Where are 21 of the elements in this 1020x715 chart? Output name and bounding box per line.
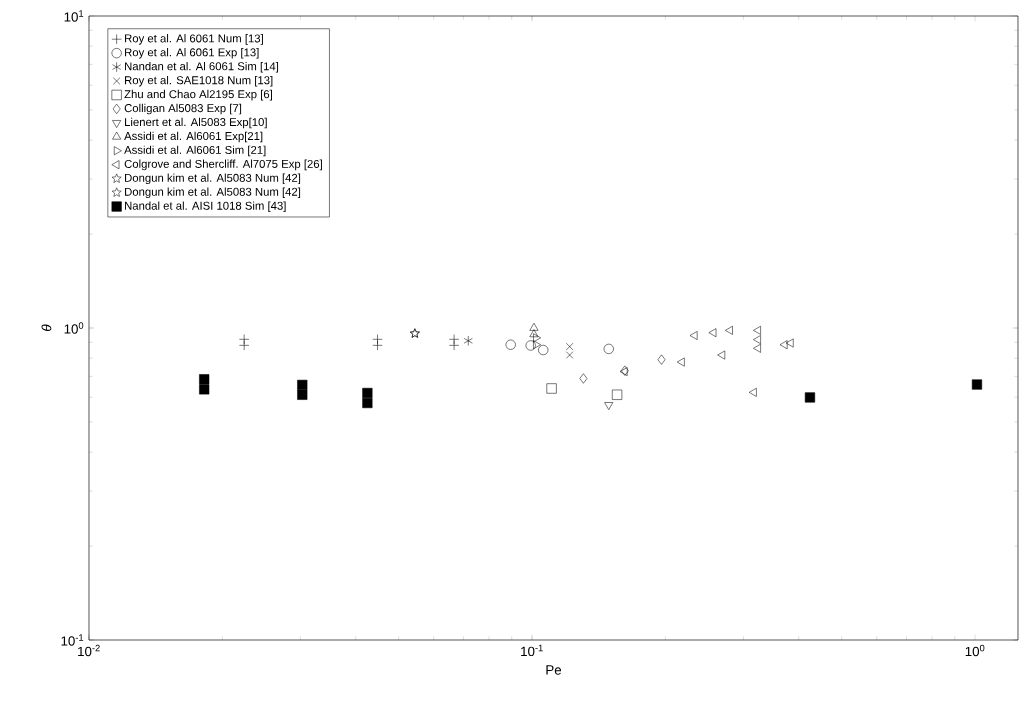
legend-label: Roy et al. Al 6061 Num [13]	[125, 34, 263, 45]
legend-label: Nandal et al. AISI 1018 Sim [43]	[125, 201, 286, 212]
x-axis-title: Pe	[546, 665, 562, 675]
legend-label: Colgrove and Shercliff. Al7075 Exp [26]	[124, 159, 322, 171]
y-tick-label: 10$^{1}$	[64, 10, 84, 22]
legend-label: Assidi et al. Al6061 Sim [21]	[124, 145, 266, 157]
x-tick-label: 10$^{-2}$	[78, 644, 100, 657]
legend-label: Nandan et al. Al 6061 Sim [14]	[125, 61, 279, 73]
x-tick-label: 10$^{0}$	[965, 644, 985, 657]
y-tick-label: 10$^{-1}$	[61, 634, 84, 646]
legend-label: Roy et al. Al 6061 Exp [13]	[125, 48, 259, 59]
legend-label: Zhu and Chao Al2195 Exp [6]	[124, 89, 272, 101]
y-tick-label: 10$^{0}$	[64, 322, 84, 334]
y-axis-title: θ	[41, 324, 52, 331]
legend-label: Lienert et al. Al5083 Exp[10]	[125, 117, 267, 129]
legend-label: Colligan Al5083 Exp [7]	[124, 103, 242, 115]
x-tick-label: 10$^{-1}$	[521, 644, 543, 657]
legend-label: Assidi et al. Al6061 Exp[21]	[124, 131, 263, 143]
legend-label: Roy et al. SAE1018 Num [13]	[125, 75, 273, 87]
legend-label: Dongun kim et al. Al5083 Num [42]	[125, 173, 301, 185]
legend-label: Dongun kim et al. Al5083 Num [42]	[125, 187, 301, 199]
